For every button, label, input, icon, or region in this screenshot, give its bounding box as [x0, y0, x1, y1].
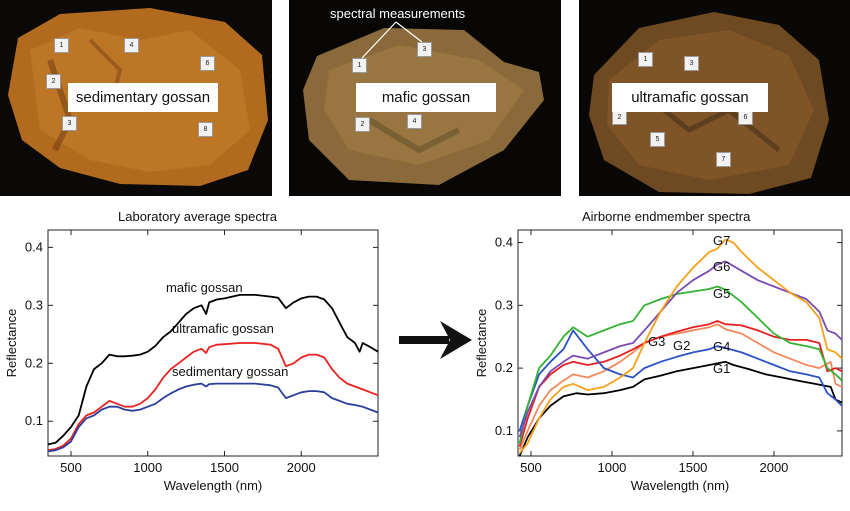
sample-tag: 6 — [738, 110, 753, 125]
series-label: ultramafic gossan — [172, 321, 274, 336]
x-axis-label: Wavelength (nm) — [164, 478, 263, 493]
chart-title-laboratory: Laboratory average spectra — [118, 209, 277, 224]
series-line-sedimentary — [47, 382, 379, 453]
y-tick-label: 0.2 — [495, 360, 513, 375]
chart-laboratory-spectra: 500 1000 1500 2000 0.1 0.2 0.3 0.4 Wavelength (n… — [4, 229, 379, 493]
x-axis-label: Wavelength (nm) — [631, 478, 730, 493]
sample-tag: 4 — [407, 114, 422, 129]
sample-tag: 6 — [200, 56, 215, 71]
chart-airborne-spectra: 500 1000 1500 2000 0.1 0.2 0.3 0.4 Wavelength (n… — [474, 229, 843, 493]
arrow-icon — [399, 321, 472, 359]
callout-spectral-measurements: spectral measurements — [330, 6, 466, 21]
sample-tag: 3 — [62, 116, 77, 131]
series-line-ultramafic — [47, 342, 379, 452]
y-axis-label: Reflectance — [474, 309, 489, 378]
series-label: G4 — [713, 339, 730, 354]
plot-frame — [517, 229, 843, 457]
series-line-g5 — [518, 285, 843, 444]
x-tick-label: 500 — [520, 460, 542, 475]
sample-tag: 2 — [46, 74, 61, 89]
x-tick-label: 1500 — [678, 460, 707, 475]
sample-tag: 1 — [352, 58, 367, 73]
series-line-g3 — [518, 320, 843, 447]
series-line-g4 — [518, 329, 843, 432]
label-sedimentary-gossan: sedimentary gossan — [68, 83, 218, 112]
plot-frame — [47, 229, 379, 457]
x-tick-label: 2000 — [759, 460, 788, 475]
series-label: G2 — [673, 338, 690, 353]
series-line-g1 — [518, 360, 843, 457]
sample-tag: 7 — [716, 152, 731, 167]
series-line-g6 — [518, 260, 843, 438]
series-line-g2 — [518, 323, 843, 451]
y-tick-label: 0.1 — [25, 413, 43, 428]
sample-tag: 1 — [638, 52, 653, 67]
y-tick-label: 0.1 — [495, 423, 513, 438]
sample-tag: 2 — [612, 110, 627, 125]
y-tick-label: 0.4 — [25, 239, 43, 254]
series-label: mafic gossan — [166, 280, 243, 295]
chart-title-airborne: Airborne endmember spectra — [582, 209, 751, 224]
sample-tag: 8 — [198, 122, 213, 137]
y-tick-label: 0.4 — [495, 235, 513, 250]
sample-tag: 1 — [54, 38, 69, 53]
series-label: sedimentary gossan — [172, 364, 288, 379]
label-mafic-gossan: mafic gossan — [356, 83, 496, 112]
sample-tag: 2 — [355, 117, 370, 132]
sample-tag: 3 — [417, 42, 432, 57]
y-tick-label: 0.3 — [495, 297, 513, 312]
series-label: G1 — [713, 361, 730, 376]
series-label: G7 — [713, 233, 730, 248]
series-line-g7 — [518, 238, 843, 454]
series-label: G3 — [648, 334, 665, 349]
x-tick-label: 1000 — [133, 460, 162, 475]
x-tick-label: 2000 — [287, 460, 316, 475]
sample-tag: 4 — [124, 38, 139, 53]
y-tick-label: 0.2 — [25, 355, 43, 370]
x-tick-label: 1500 — [210, 460, 239, 475]
y-axis-label: Reflectance — [4, 309, 19, 378]
x-tick-label: 500 — [60, 460, 82, 475]
y-tick-label: 0.3 — [25, 297, 43, 312]
series-label: G5 — [713, 286, 730, 301]
x-tick-label: 1000 — [597, 460, 626, 475]
sample-tag: 3 — [684, 56, 699, 71]
series-label: G6 — [713, 259, 730, 274]
sample-tag: 5 — [650, 132, 665, 147]
series-line-mafic — [47, 294, 379, 446]
label-ultramafic-gossan: ultramafic gossan — [612, 83, 768, 112]
